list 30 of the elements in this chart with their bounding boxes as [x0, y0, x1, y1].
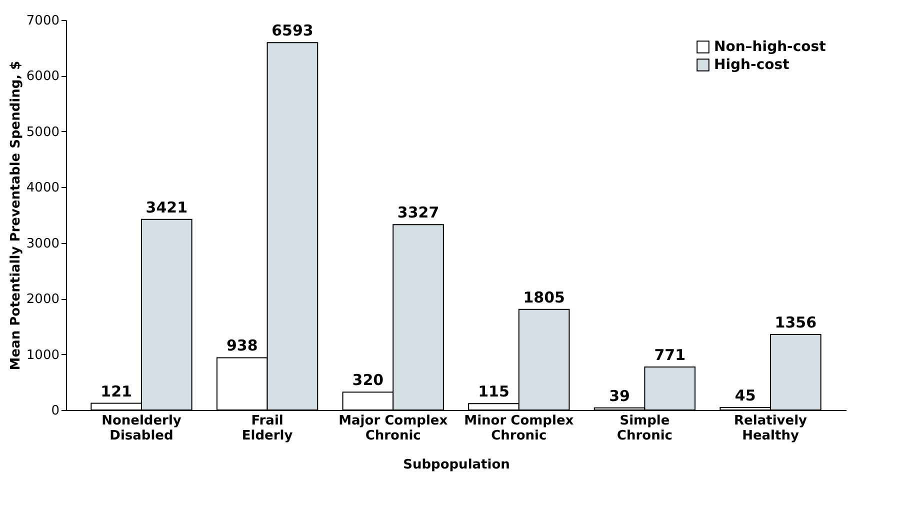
x-tick-label: Major Complex Chronic [338, 414, 448, 444]
data-label: 320 [352, 371, 384, 390]
y-tick-label: 0 [51, 404, 60, 418]
y-tick-label: 2000 [26, 292, 60, 308]
y-tick-label: 1000 [26, 348, 60, 363]
data-label: 3327 [397, 204, 440, 222]
data-label: 938 [226, 336, 258, 355]
legend-label: Non–high-cost [714, 39, 826, 55]
data-label: 45 [734, 386, 756, 404]
x-tick-label: Relatively Healthy [734, 414, 808, 444]
data-label: 121 [100, 382, 132, 400]
x-tick-label: Nonelderly Disabled [102, 414, 182, 444]
y-axis-title: Mean Potentially Preventable Spending, $ [8, 60, 24, 370]
y-tick-label: 5000 [26, 124, 60, 140]
x-tick-label: Simple Chronic [616, 414, 672, 444]
data-label: 6593 [272, 22, 314, 40]
y-tick-label: 7000 [26, 14, 60, 28]
data-label: 771 [654, 346, 686, 364]
y-tick-label: 3000 [26, 236, 60, 252]
legend-label: High-cost [714, 57, 790, 73]
data-label: 39 [609, 386, 630, 405]
x-tick-label: Minor Complex Chronic [464, 414, 574, 444]
y-tick-label: 6000 [26, 69, 60, 84]
y-tick-label: 4000 [26, 180, 60, 196]
x-tick-label: Frail Elderly [242, 414, 294, 444]
x-axis-title: Subpopulation [403, 458, 510, 472]
data-label: 1356 [774, 313, 817, 332]
data-label: 115 [478, 382, 510, 401]
data-label: 3421 [146, 198, 188, 216]
data-label: 1805 [523, 288, 565, 306]
